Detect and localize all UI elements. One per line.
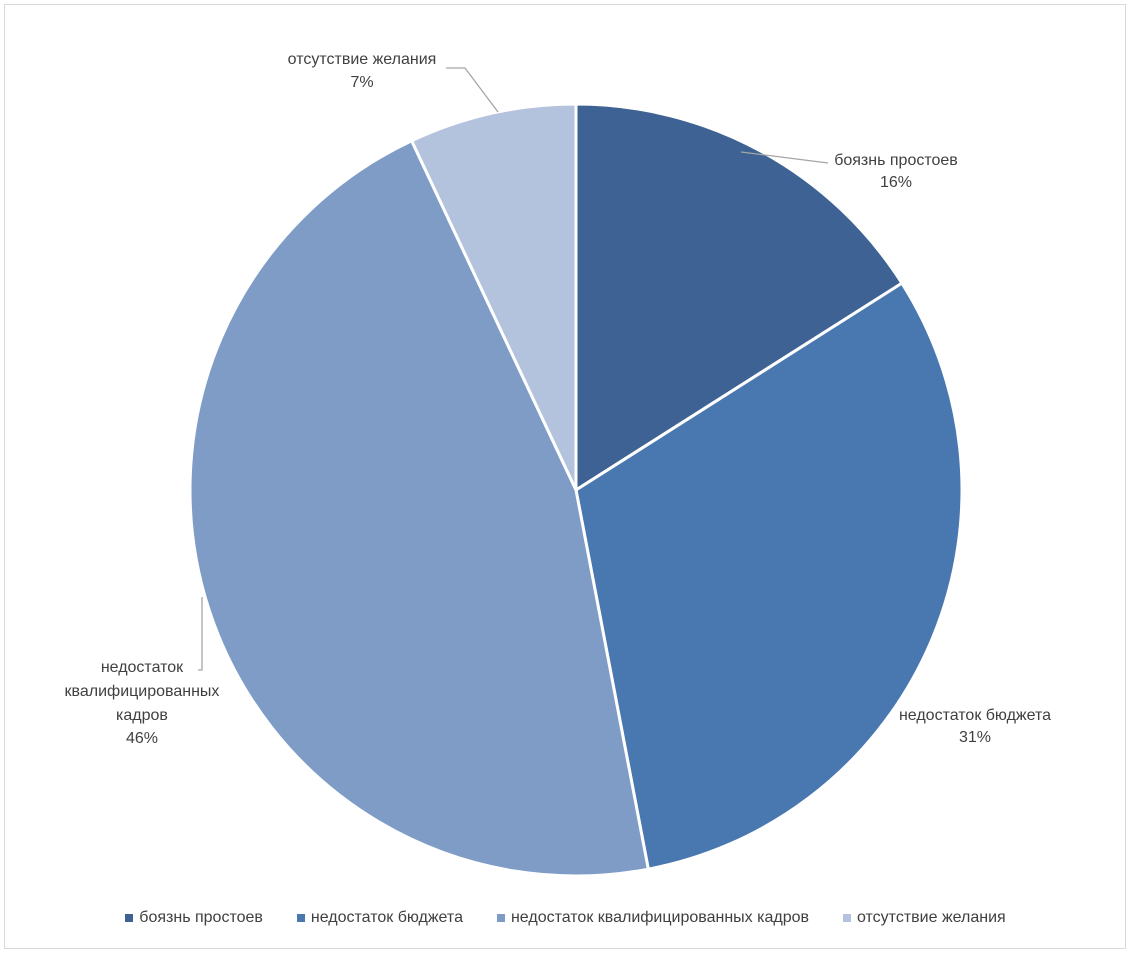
data-label-name-0: боязнь простоев bbox=[834, 152, 958, 169]
legend-label-3: отсутствие желания bbox=[856, 909, 1006, 926]
leader-line-2 bbox=[198, 597, 203, 671]
data-label-pct-0: 16% bbox=[880, 174, 912, 191]
data-label-name-2-line-2: квалифицированных bbox=[65, 683, 220, 700]
data-label-pct-3: 7% bbox=[350, 74, 373, 91]
legend-label-2: недостаток квалифицированных кадров bbox=[510, 909, 809, 926]
legend-item-2: недостаток квалифицированных кадров bbox=[496, 909, 809, 927]
pie-slice-2 bbox=[188, 138, 651, 878]
legend-swatch-2 bbox=[496, 914, 505, 922]
data-label-name-2-line-1: недостаток bbox=[101, 659, 184, 676]
leader-line-0 bbox=[740, 151, 829, 164]
legend-item-3: отсутствие желания bbox=[842, 909, 1006, 927]
leader-line-1 bbox=[446, 67, 499, 113]
legend-swatch-1 bbox=[296, 914, 305, 922]
legend-label-0: боязнь простоев bbox=[139, 909, 263, 926]
legend-swatch-0 bbox=[125, 914, 134, 922]
pie-slice-1 bbox=[574, 281, 964, 871]
data-label-name-1: недостаток бюджета bbox=[899, 707, 1051, 724]
legend-swatch-3 bbox=[842, 914, 851, 922]
data-label-name-2-line-3: кадров bbox=[116, 707, 168, 724]
legend-label-1: недостаток бюджета bbox=[310, 909, 463, 926]
pie-slice-0 bbox=[574, 102, 904, 493]
legend: боязнь простоев недостаток бюджета недос… bbox=[0, 909, 1131, 927]
data-label-name-3: отсутствие желания bbox=[288, 51, 437, 68]
data-label-pct-1: 31% bbox=[959, 729, 991, 746]
legend-item-0: боязнь простоев bbox=[125, 909, 263, 927]
data-label-pct-2: 46% bbox=[126, 730, 158, 747]
pie-slice-3 bbox=[409, 102, 578, 491]
legend-item-1: недостаток бюджета bbox=[296, 909, 463, 927]
